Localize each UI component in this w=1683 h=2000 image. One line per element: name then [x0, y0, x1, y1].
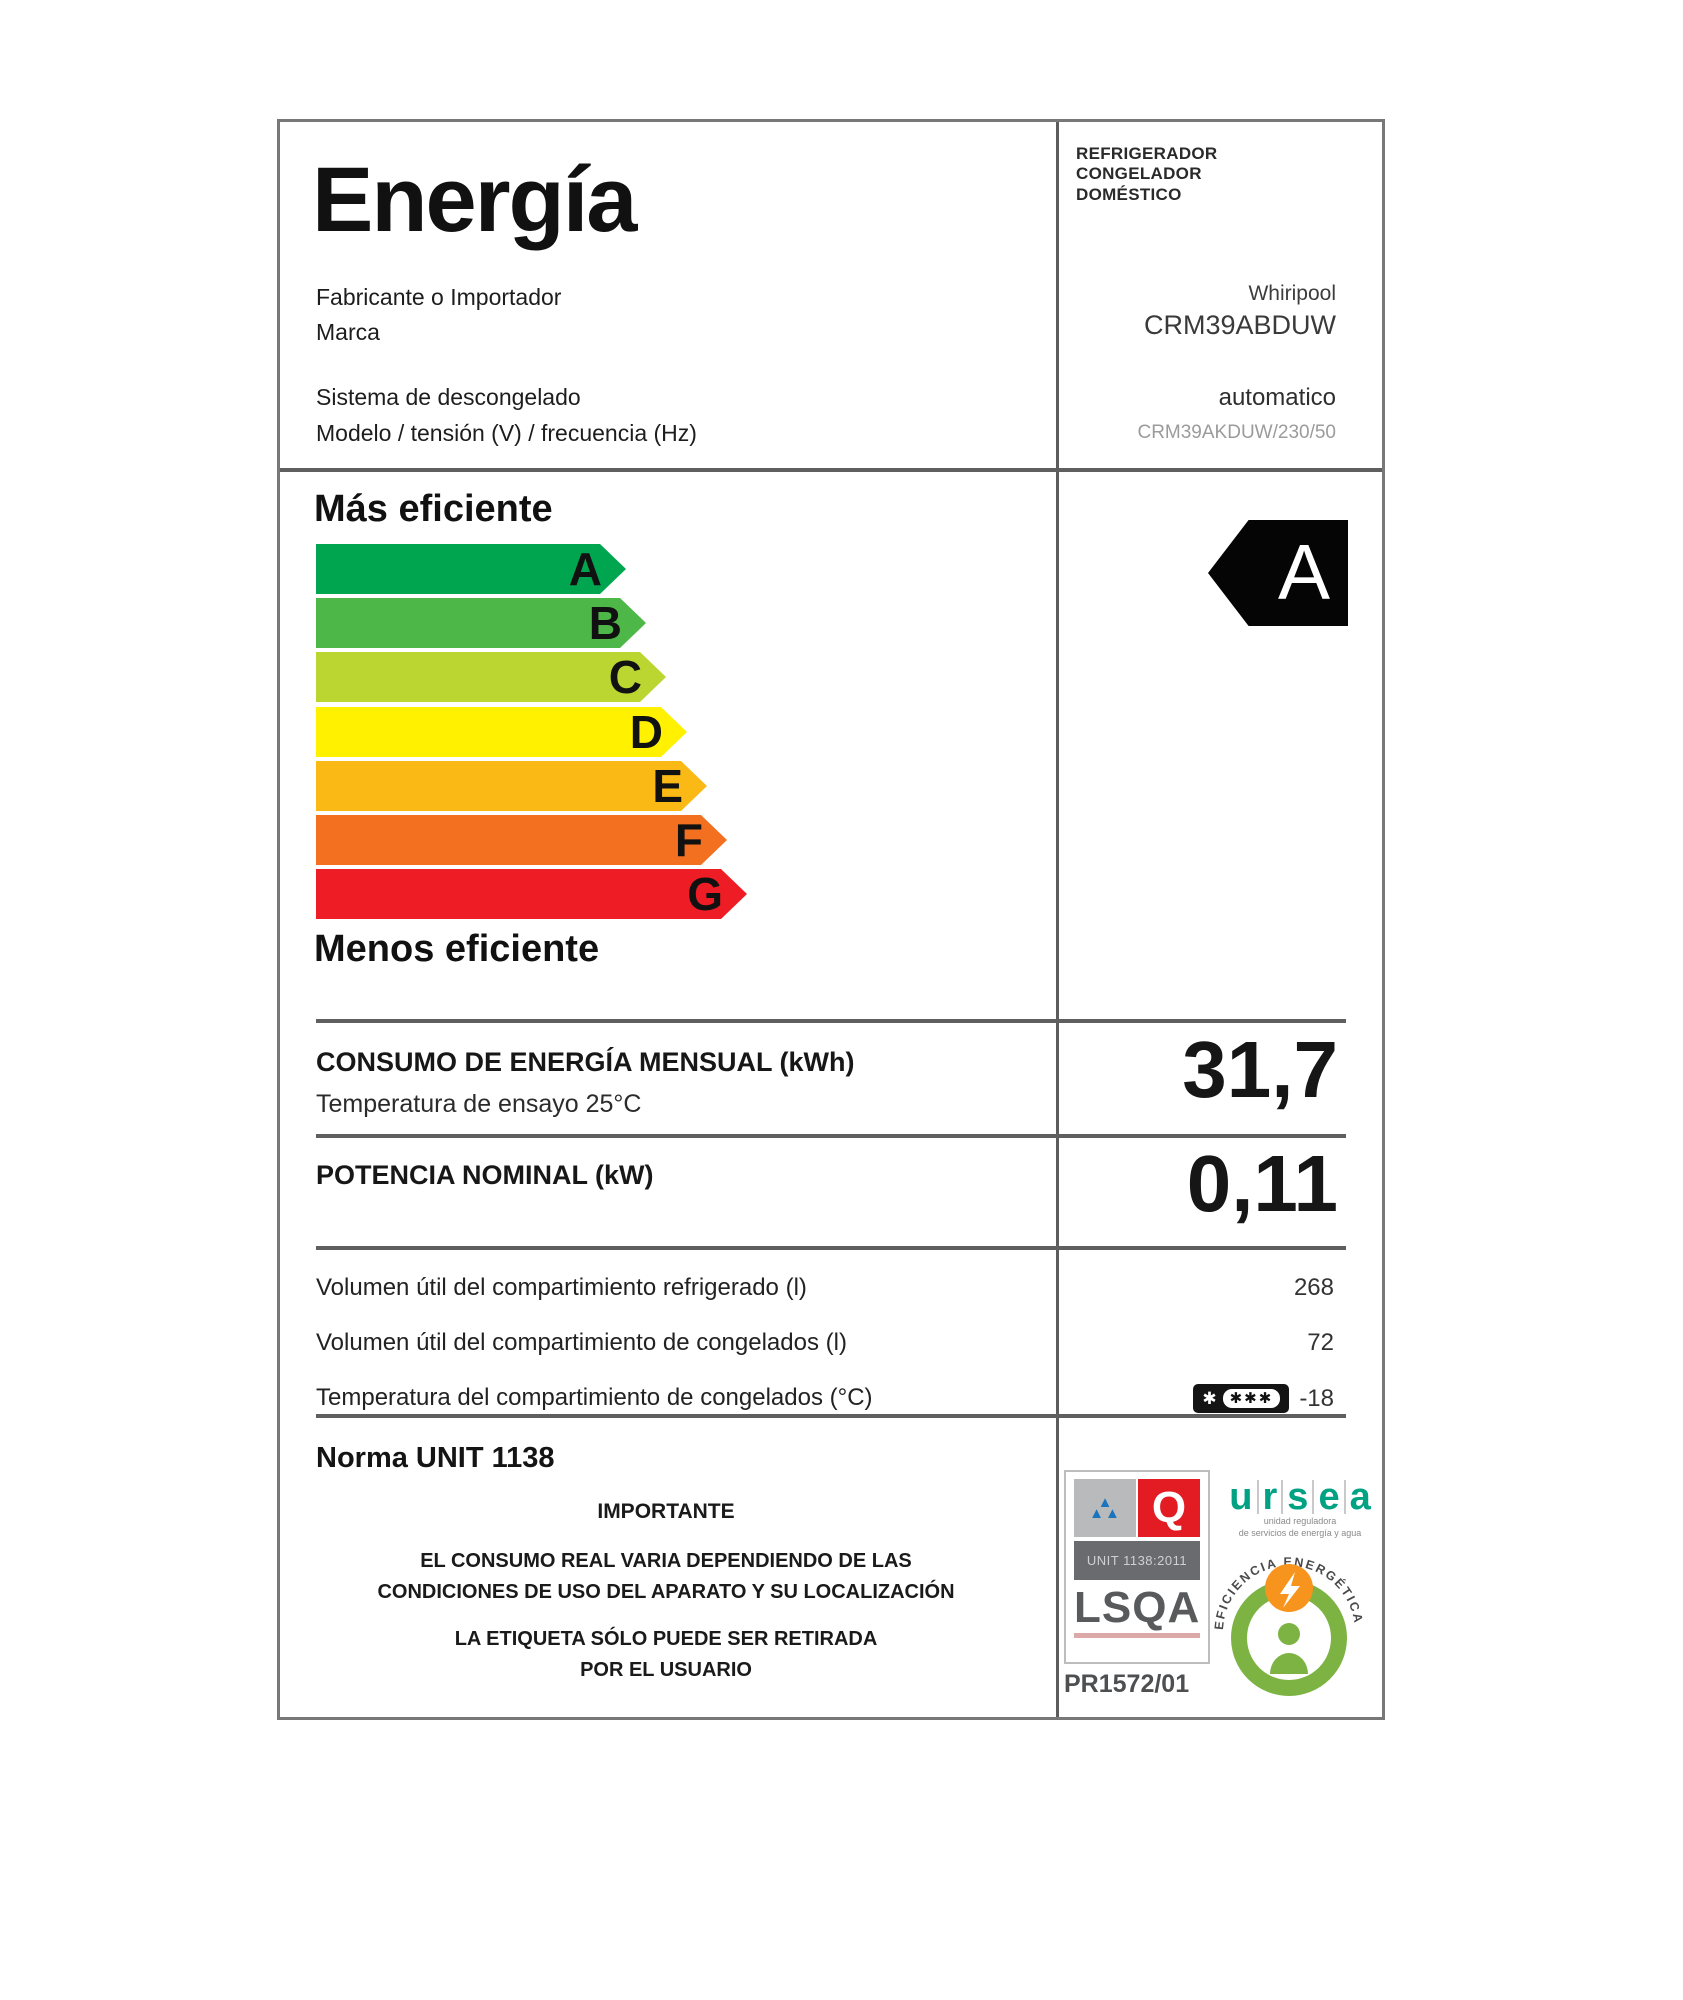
ursea-letter-a: a [1349, 1476, 1371, 1518]
removal-line-1: LA ETIQUETA SÓLO PUEDE SER RETIRADA [454, 1628, 878, 1650]
arrow-letter-a: A [568, 543, 602, 595]
quality-q-icon: Q [1138, 1479, 1200, 1537]
details-bottom-line [316, 1414, 1346, 1418]
star-triple-icon: ✱✱✱ [1222, 1389, 1281, 1408]
energy-efficiency-seal: EFICIENCIA ENERGÉTICA [1212, 1555, 1364, 1696]
triangle-glyph-pair: ▲▲ [1089, 1505, 1121, 1522]
arrow-letter-b: B [588, 597, 622, 649]
person-body-icon [1270, 1653, 1308, 1674]
detail-label-refrigerated-volume: Volumen útil del compartimiento refriger… [316, 1274, 807, 1301]
ursea-logo: u r s e a unidad reguladora de servicios… [1224, 1476, 1376, 1540]
appliance-category: REFRIGERADOR CONGELADOR DOMÉSTICO [1076, 144, 1218, 205]
category-line-2: CONGELADOR [1076, 164, 1202, 184]
category-line-1: REFRIGERADOR [1076, 144, 1218, 163]
detail-value-freezer-volume: 72 [1307, 1329, 1334, 1356]
arrow-letter-c: C [608, 651, 642, 703]
ursea-letter-u: u [1225, 1478, 1259, 1516]
ursea-wordmark: u r s e a [1225, 1476, 1374, 1518]
important-heading: IMPORTANTE [597, 1500, 735, 1523]
category-line-3: DOMÉSTICO [1076, 184, 1182, 204]
ursea-letter-s: s [1283, 1478, 1315, 1516]
less-efficient-heading: Menos eficiente [314, 928, 600, 970]
detail-label-freezer-temperature: Temperatura del compartimiento de congel… [316, 1384, 873, 1411]
ursea-tagline-line1: unidad reguladora [1263, 1516, 1337, 1527]
freezer-temperature-value: -18 [1299, 1384, 1334, 1412]
column-divider [1056, 122, 1059, 1717]
consumption-subtitle: Temperatura de ensayo 25°C [316, 1090, 642, 1118]
power-title: POTENCIA NOMINAL (kW) [316, 1160, 654, 1190]
efficiency-arrow-b: B [316, 598, 646, 648]
brand-value: Whiripool [1248, 282, 1336, 305]
arrow-letter-d: D [629, 706, 663, 758]
freezer-star-rating-icon: ✱ ✱✱✱ [1193, 1384, 1290, 1413]
lsqa-certification-box: ▲ ▲▲ Q UNIT 1138:2011 LSQA [1064, 1470, 1210, 1664]
power-value: 0,11 [1186, 1139, 1338, 1228]
more-efficient-heading: Más eficiente [314, 488, 553, 530]
label-title: Energía [312, 149, 637, 251]
ursea-tagline-line2: de servicios de energía y agua [1238, 1527, 1362, 1538]
defrost-label: Sistema de descongelado [316, 384, 581, 410]
lightning-bolt-icon [1280, 1572, 1300, 1608]
detail-label-freezer-volume: Volumen útil del compartimiento de conge… [316, 1329, 847, 1356]
model-value: CRM39ABDUW [1143, 310, 1336, 340]
consumption-notice: EL CONSUMO REAL VARIA DEPENDIENDO DE LAS… [300, 1546, 1032, 1608]
consumption-top-line [316, 1019, 1346, 1023]
ursea-letter-r: r [1259, 1478, 1284, 1516]
consumption-bottom-line [316, 1134, 1346, 1138]
removal-notice: LA ETIQUETA SÓLO PUEDE SER RETIRADA POR … [300, 1624, 1032, 1686]
detail-value-freezer-temperature: ✱ ✱✱✱ -18 [1193, 1384, 1334, 1413]
removal-line-2: POR EL USUARIO [580, 1659, 752, 1681]
rating-indicator-arrow: A [1208, 520, 1348, 626]
arrow-letter-g: G [687, 868, 723, 920]
model-tension-value: CRM39AKDUW/230/50 [1137, 422, 1336, 443]
norm-reference: Norma UNIT 1138 [316, 1442, 555, 1474]
registration-number: PR1572/01 [1064, 1670, 1190, 1698]
header-separator-line [280, 468, 1382, 472]
lsqa-logo-row: ▲ ▲▲ Q [1074, 1479, 1200, 1537]
efficiency-arrow-g: G [316, 869, 747, 919]
efficiency-arrow-e: E [316, 761, 707, 811]
detail-value-refrigerated-volume: 268 [1293, 1274, 1334, 1301]
q-letter: Q [1151, 1483, 1187, 1532]
person-head-icon [1278, 1623, 1300, 1645]
efficiency-arrow-c: C [316, 652, 666, 702]
power-bottom-line [316, 1246, 1346, 1250]
arrow-letter-f: F [674, 814, 703, 866]
manufacturer-block: Fabricante o Importador Marca [316, 280, 561, 349]
efficiency-arrow-a: A [316, 544, 626, 594]
defrost-value: automatico [1218, 384, 1336, 411]
efficiency-arrow-d: D [316, 707, 687, 757]
efficiency-arrow-f: F [316, 815, 727, 865]
unit-standard-badge: UNIT 1138:2011 [1074, 1541, 1200, 1580]
arrow-letter-e: E [652, 760, 683, 812]
energy-label: Energía Fabricante o Importador Marca Si… [277, 119, 1385, 1720]
rating-letter: A [1277, 527, 1330, 616]
ursea-letter-e: e [1314, 1478, 1346, 1516]
notice-line-1: EL CONSUMO REAL VARIA DEPENDIENDO DE LAS [420, 1550, 912, 1572]
lsqa-triangles-icon: ▲ ▲▲ [1074, 1479, 1136, 1537]
model-tension-label: Modelo / tensión (V) / frecuencia (Hz) [316, 419, 697, 446]
star-single-icon: ✱ [1202, 1389, 1217, 1408]
brand-label: Marca [316, 318, 380, 345]
lsqa-wordmark: LSQA [1074, 1586, 1200, 1638]
ursea-tagline: unidad reguladora de servicios de energí… [1224, 1516, 1376, 1539]
defrost-block: Sistema de descongelado Modelo / tensión… [316, 380, 697, 451]
manufacturer-label: Fabricante o Importador [316, 284, 562, 310]
triangle-glyph: ▲ [1097, 1493, 1113, 1511]
notice-line-2: CONDICIONES DE USO DEL APARATO Y SU LOCA… [377, 1581, 955, 1603]
consumption-title: CONSUMO DE ENERGÍA MENSUAL (kWh) [316, 1047, 855, 1077]
consumption-value: 31,7 [1182, 1025, 1338, 1114]
